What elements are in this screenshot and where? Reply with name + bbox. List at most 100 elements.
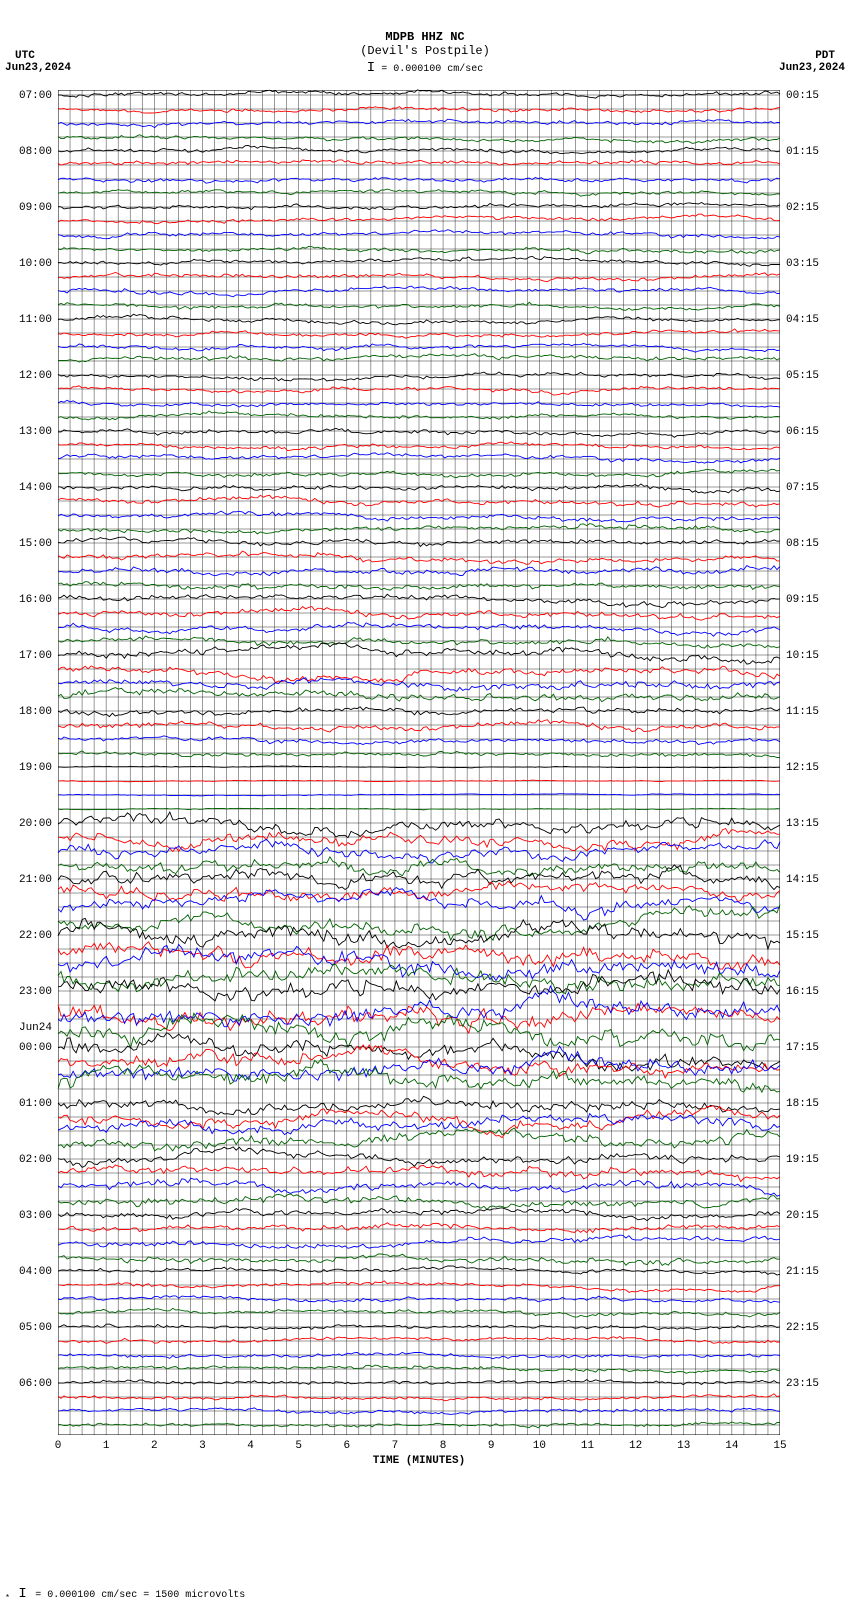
seismic-trace [58, 1208, 780, 1221]
utc-time-label: 06:00 [2, 1378, 52, 1390]
utc-time-label: 01:00 [2, 1098, 52, 1110]
utc-time-label: 15:00 [2, 538, 52, 550]
utc-time-label: 08:00 [2, 146, 52, 158]
seismic-trace [58, 428, 780, 437]
pdt-time-label: 12:15 [786, 762, 846, 774]
seismic-trace [58, 329, 780, 338]
seismic-trace [58, 1096, 780, 1114]
seismic-trace [58, 442, 780, 451]
utc-time-label: 12:00 [2, 370, 52, 382]
seismic-trace [58, 643, 780, 664]
seismic-trace [58, 189, 780, 196]
seismic-trace [58, 146, 780, 154]
station-title: MDPB HHZ NC [0, 30, 850, 44]
seismic-trace [58, 857, 780, 876]
seismic-trace [58, 636, 780, 648]
seismic-trace [58, 1336, 780, 1343]
plot-area: TIME (MINUTES) 012345678910111213141507:… [58, 90, 780, 1435]
seismic-trace [58, 1046, 780, 1081]
utc-time-label: 18:00 [2, 706, 52, 718]
seismic-trace [58, 678, 780, 692]
pdt-time-label: 07:15 [786, 482, 846, 494]
footer-note: * I = 0.000100 cm/sec = 1500 microvolts [5, 1586, 245, 1603]
seismic-trace [58, 594, 780, 607]
x-tick: 11 [577, 1440, 597, 1452]
seismic-trace [58, 1178, 780, 1196]
right-tz-label: PDT [815, 50, 835, 62]
seismic-trace [58, 90, 780, 98]
x-tick: 9 [481, 1440, 501, 1452]
pdt-time-label: 17:15 [786, 1042, 846, 1054]
pdt-time-label: 01:15 [786, 146, 846, 158]
seismic-trace [58, 286, 780, 297]
seismic-trace [58, 1352, 780, 1358]
pdt-time-label: 15:15 [786, 930, 846, 942]
left-date-label: Jun23,2024 [5, 62, 71, 74]
x-tick: 8 [433, 1440, 453, 1452]
seismic-trace [58, 970, 780, 1001]
seismic-trace [58, 135, 780, 144]
seismic-trace [58, 1235, 780, 1248]
x-tick: 0 [48, 1440, 68, 1452]
x-tick: 4 [241, 1440, 261, 1452]
pdt-time-label: 02:15 [786, 202, 846, 214]
seismic-trace [58, 707, 780, 717]
utc-time-label: 21:00 [2, 874, 52, 886]
x-tick: 2 [144, 1440, 164, 1452]
x-tick: 5 [289, 1440, 309, 1452]
seismic-trace [58, 688, 780, 702]
pdt-time-label: 00:15 [786, 90, 846, 102]
utc-time-label: 09:00 [2, 202, 52, 214]
seismic-trace [58, 1128, 780, 1151]
utc-time-label: 20:00 [2, 818, 52, 830]
right-date-label: Jun23,2024 [779, 62, 845, 74]
seismic-trace [58, 794, 780, 796]
x-tick: 1 [96, 1440, 116, 1452]
seismic-trace [58, 1394, 780, 1401]
x-axis-title: TIME (MINUTES) [58, 1455, 780, 1467]
seismic-trace [58, 1296, 780, 1303]
utc-time-label: 04:00 [2, 1266, 52, 1278]
seismic-trace [58, 666, 780, 683]
seismic-trace [58, 888, 780, 921]
seismic-trace [58, 400, 780, 407]
seismic-trace [58, 1365, 780, 1373]
seismic-trace [58, 1194, 780, 1210]
seismogram-container: MDPB HHZ NC (Devil's Postpile) I = 0.000… [0, 0, 850, 1613]
traces [58, 90, 780, 1435]
seismic-trace [58, 246, 780, 254]
seismic-trace [58, 354, 780, 362]
seismic-trace [58, 1114, 780, 1135]
utc-time-label: 13:00 [2, 426, 52, 438]
utc-time-label: 05:00 [2, 1322, 52, 1334]
utc-time-label: 02:00 [2, 1154, 52, 1166]
x-tick: 13 [674, 1440, 694, 1452]
pdt-time-label: 19:15 [786, 1154, 846, 1166]
pdt-time-label: 03:15 [786, 258, 846, 270]
seismic-trace [58, 511, 780, 522]
seismic-trace [58, 524, 780, 534]
utc-time-label: 03:00 [2, 1210, 52, 1222]
seismic-trace [58, 203, 780, 210]
seismic-trace [58, 302, 780, 310]
x-tick: 7 [385, 1440, 405, 1452]
seismic-trace [58, 230, 780, 239]
seismic-trace [58, 1254, 780, 1265]
seismic-trace [58, 495, 780, 507]
location-subtitle: (Devil's Postpile) [0, 44, 850, 58]
seismic-trace [58, 1059, 780, 1092]
seismic-trace [58, 1324, 780, 1330]
x-tick: 14 [722, 1440, 742, 1452]
x-tick: 10 [529, 1440, 549, 1452]
seismic-trace [58, 273, 780, 282]
seismic-trace [58, 751, 780, 758]
seismic-trace [58, 107, 780, 114]
pdt-time-label: 21:15 [786, 1266, 846, 1278]
pdt-time-label: 06:15 [786, 426, 846, 438]
pdt-time-label: 13:15 [786, 818, 846, 830]
pdt-time-label: 11:15 [786, 706, 846, 718]
seismic-trace [58, 1422, 780, 1428]
seismic-trace [58, 607, 780, 621]
x-tick: 12 [626, 1440, 646, 1452]
x-tick: 3 [192, 1440, 212, 1452]
